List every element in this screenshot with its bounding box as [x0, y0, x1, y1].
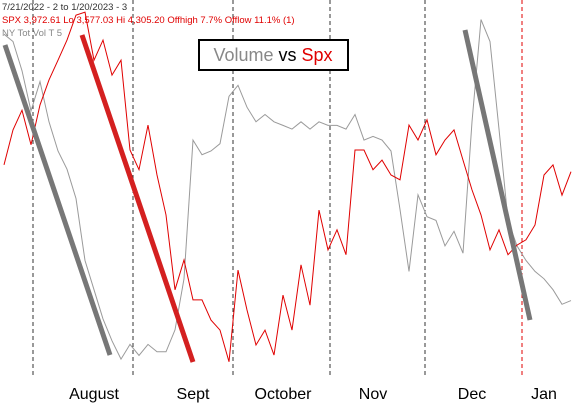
legend-joiner: vs [279, 45, 297, 65]
x-tick-label: Nov [359, 386, 387, 403]
series-line [3, 11, 572, 362]
legend-entry: Spx [302, 45, 333, 65]
x-tick-label: Dec [458, 386, 486, 403]
header-line: SPX 3,972.61 Lo 3,577.03 Hi 4,305.20 Off… [2, 15, 295, 26]
x-tick-label: Sept [177, 386, 210, 403]
legend: Volume vs Spx [213, 45, 332, 65]
trend-line [79, 34, 196, 363]
x-tick-label: August [69, 386, 119, 403]
trend-line [462, 29, 533, 321]
header-line: 7/21/2022 - 2 to 1/20/2023 - 3 [2, 2, 127, 13]
trend-line [2, 44, 113, 356]
header-line: NY Tot Vol T 5 [2, 28, 62, 39]
legend-frame [198, 39, 349, 71]
trend-lines [2, 29, 533, 363]
legend-box: Volume vs Spx [198, 39, 349, 71]
x-tick-label: October [255, 386, 313, 403]
legend-entry: Volume [213, 45, 273, 65]
x-tick-label: Jan [531, 386, 557, 403]
